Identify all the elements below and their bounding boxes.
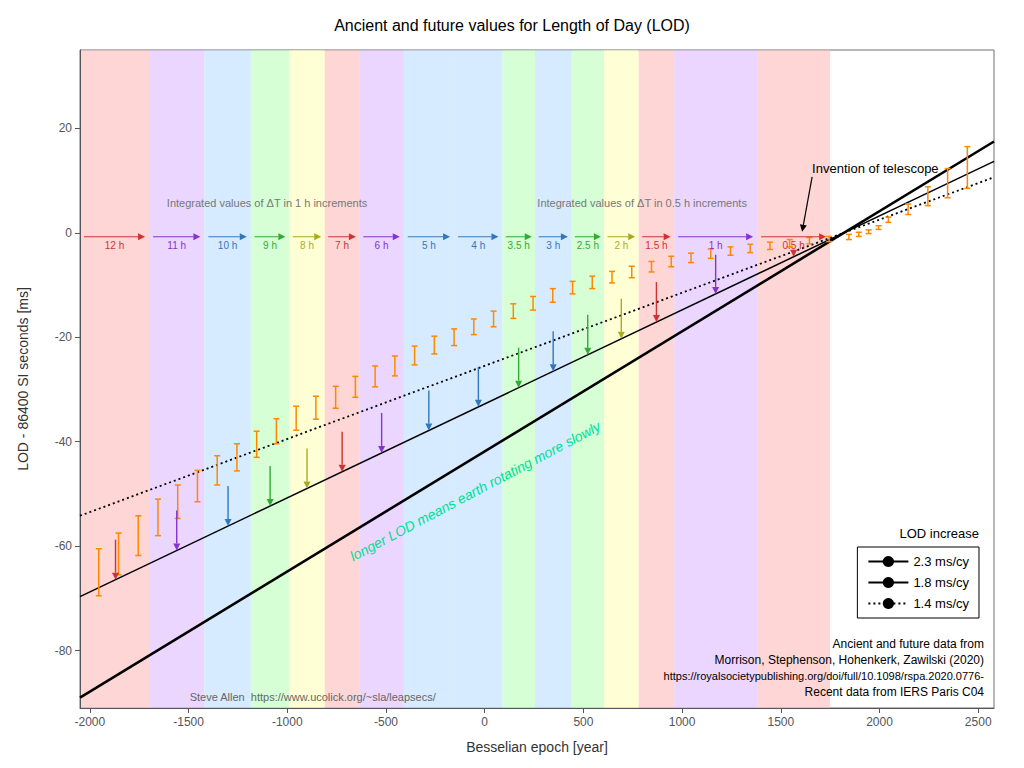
svg-text:Steve Allen https://www.ucoli: Steve Allen https://www.ucolick.org/~sla… — [190, 691, 437, 703]
svg-text:1500: 1500 — [767, 715, 794, 729]
svg-text:4 h: 4 h — [471, 240, 485, 251]
svg-text:-20: -20 — [55, 330, 73, 344]
svg-text:1.4 ms/cy: 1.4 ms/cy — [913, 596, 969, 611]
svg-text:Morrison, Stephenson, Hohenker: Morrison, Stephenson, Hohenkerk, Zawilsk… — [715, 653, 984, 667]
svg-text:5 h: 5 h — [422, 240, 436, 251]
svg-text:11 h: 11 h — [167, 240, 186, 251]
svg-text:0: 0 — [65, 226, 72, 240]
svg-text:20: 20 — [59, 121, 73, 135]
svg-text:2.3 ms/cy: 2.3 ms/cy — [913, 554, 969, 569]
svg-text:Recent data from IERS Paris C0: Recent data from IERS Paris C04 — [805, 685, 985, 699]
svg-text:500: 500 — [573, 715, 593, 729]
svg-text:1.8 ms/cy: 1.8 ms/cy — [913, 575, 969, 590]
svg-text:Ancient and future data from: Ancient and future data from — [833, 637, 984, 651]
svg-text:Integrated values of ΔT in 0.5: Integrated values of ΔT in 0.5 h increme… — [537, 197, 747, 209]
svg-text:2500: 2500 — [965, 715, 992, 729]
svg-text:https://royalsocietypublishing: https://royalsocietypublishing.org/doi/f… — [664, 670, 985, 682]
svg-text:-60: -60 — [55, 539, 73, 553]
svg-text:0: 0 — [481, 715, 488, 729]
svg-text:8 h: 8 h — [300, 240, 314, 251]
svg-text:-40: -40 — [55, 435, 73, 449]
svg-text:0.5 h: 0.5 h — [783, 240, 805, 251]
svg-text:Ancient and future values for: Ancient and future values for Length of … — [334, 17, 690, 34]
svg-text:1000: 1000 — [669, 715, 696, 729]
svg-text:9 h: 9 h — [263, 240, 277, 251]
svg-text:Invention of telescope: Invention of telescope — [812, 161, 938, 176]
svg-text:7 h: 7 h — [335, 240, 349, 251]
svg-text:-2000: -2000 — [75, 715, 106, 729]
svg-text:10 h: 10 h — [218, 240, 237, 251]
svg-text:3 h: 3 h — [546, 240, 560, 251]
svg-text:2.5 h: 2.5 h — [577, 240, 599, 251]
svg-text:-1000: -1000 — [272, 715, 303, 729]
svg-text:-80: -80 — [55, 644, 73, 658]
svg-text:Besselian epoch [year]: Besselian epoch [year] — [466, 739, 608, 755]
svg-text:6 h: 6 h — [375, 240, 389, 251]
svg-text:longer LOD means earth rotatin: longer LOD means earth rotating more slo… — [347, 418, 604, 565]
svg-text:LOD - 86400 SI seconds [ms]: LOD - 86400 SI seconds [ms] — [15, 287, 31, 471]
svg-text:Integrated values of ΔT in 1 h: Integrated values of ΔT in 1 h increment… — [167, 197, 368, 209]
svg-text:LOD increase: LOD increase — [900, 526, 979, 541]
svg-text:2000: 2000 — [866, 715, 893, 729]
svg-text:-500: -500 — [374, 715, 398, 729]
svg-text:1 h: 1 h — [709, 240, 723, 251]
svg-text:-1500: -1500 — [173, 715, 204, 729]
svg-text:3.5 h: 3.5 h — [508, 240, 530, 251]
svg-text:2 h: 2 h — [614, 240, 628, 251]
svg-text:12 h: 12 h — [105, 240, 124, 251]
svg-text:1.5 h: 1.5 h — [645, 240, 667, 251]
